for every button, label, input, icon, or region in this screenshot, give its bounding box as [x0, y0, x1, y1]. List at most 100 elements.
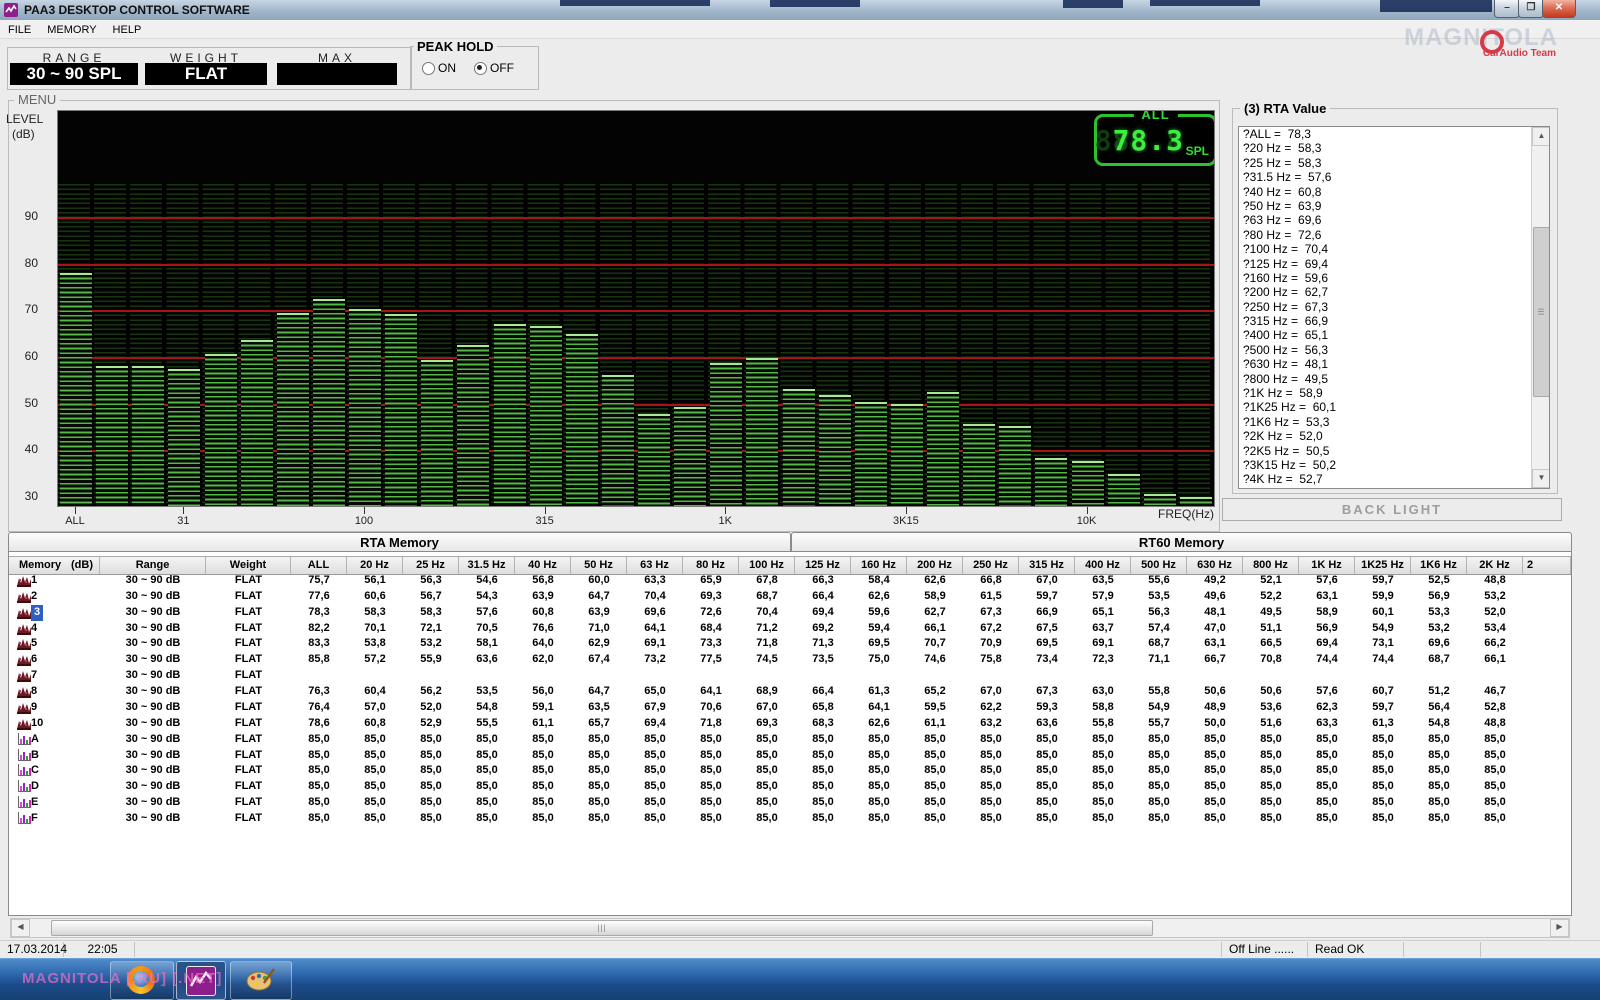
rta-value-item[interactable]: ?800 Hz = 49,5	[1243, 371, 1329, 386]
column-header-freq[interactable]: 1K Hz	[1299, 557, 1355, 574]
scrollbar-thumb[interactable]: ☰	[1533, 227, 1549, 397]
column-header-freq[interactable]: 20 Hz	[347, 557, 403, 574]
memory-row-id[interactable]: F	[31, 812, 38, 825]
memory-row-id[interactable]: 4	[31, 621, 38, 634]
rta-value-item[interactable]: ?200 Hz = 62,7	[1243, 285, 1329, 300]
memory-row-id[interactable]: 10	[31, 716, 44, 729]
column-header-clipped[interactable]: 2	[1523, 557, 1571, 574]
rta-value-item[interactable]: ?80 Hz = 72,6	[1243, 227, 1322, 242]
menu-item-memory[interactable]: MEMORY	[47, 24, 97, 36]
rt60-memory-header[interactable]: RT60 Memory	[791, 532, 1572, 553]
table-row[interactable]: 2 30 ~ 90 dB FLAT 77,6 60,6 56,7 54,3 63,9 64,7 7…	[9, 589, 1571, 605]
rta-value-item[interactable]: ?25 Hz = 58,3	[1243, 155, 1322, 170]
column-header-freq[interactable]: ALL	[291, 557, 347, 574]
column-header-freq[interactable]: 40 Hz	[515, 557, 571, 574]
rta-value-item[interactable]: ?1K Hz = 58,9	[1243, 386, 1323, 401]
rta-value-item[interactable]: ?250 Hz = 67,3	[1243, 299, 1329, 314]
memory-row-id[interactable]: 9	[31, 700, 38, 713]
rta-value-item[interactable]: ?125 Hz = 69,4	[1243, 256, 1329, 271]
paa3-taskbar-button[interactable]	[176, 961, 226, 1000]
rta-value-item[interactable]: ?1K25 Hz = 60,1	[1243, 400, 1337, 415]
rta-value-item[interactable]: ?63 Hz = 69,6	[1243, 213, 1322, 228]
restore-button[interactable]: ❐	[1518, 0, 1544, 18]
memory-row-id[interactable]: 6	[31, 653, 38, 666]
table-row[interactable]: 6 30 ~ 90 dB FLAT 85,8 57,2 55,9 63,6 62,0 67,4 7…	[9, 652, 1571, 668]
column-header-freq[interactable]: 50 Hz	[571, 557, 627, 574]
weight-value[interactable]: FLAT	[145, 63, 267, 85]
table-row[interactable]: F 30 ~ 90 dB FLAT 85,0 85,0 85,0 85,0 85,0 85,0 8…	[9, 811, 1571, 827]
memory-row-id[interactable]: D	[31, 780, 39, 793]
memory-row-id[interactable]: B	[31, 748, 39, 761]
column-header-freq[interactable]: 400 Hz	[1075, 557, 1131, 574]
rta-value-item[interactable]: ?1K6 Hz = 53,3	[1243, 414, 1330, 429]
scroll-up-icon[interactable]: ▲	[1532, 127, 1549, 146]
rta-value-item[interactable]: ?20 Hz = 58,3	[1243, 141, 1322, 156]
column-header-freq[interactable]: 63 Hz	[627, 557, 683, 574]
rta-memory-header[interactable]: RTA Memory	[8, 532, 791, 553]
table-row[interactable]: 8 30 ~ 90 dB FLAT 76,3 60,4 56,2 53,5 56,0 64,7 6…	[9, 684, 1571, 700]
table-row[interactable]: 4 30 ~ 90 dB FLAT 82,2 70,1 72,1 70,5 76,6 71,0 6…	[9, 621, 1571, 637]
range-value[interactable]: 30 ~ 90 SPL	[10, 63, 138, 85]
rta-value-item[interactable]: ?630 Hz = 48,1	[1243, 357, 1329, 372]
table-row[interactable]: 9 30 ~ 90 dB FLAT 76,4 57,0 52,0 54,8 59,1 63,5 6…	[9, 700, 1571, 716]
memory-row-id[interactable]: 7	[31, 669, 38, 682]
back-light-button[interactable]: BACK LIGHT	[1222, 498, 1562, 521]
table-row[interactable]: 7 30 ~ 90 dB FLAT	[9, 668, 1571, 684]
column-header-freq[interactable]: 160 Hz	[851, 557, 907, 574]
rta-value-item[interactable]: ?3K15 Hz = 50,2	[1243, 457, 1337, 472]
max-value[interactable]	[277, 63, 397, 85]
scroll-right-icon[interactable]: ▶	[1550, 919, 1569, 937]
column-header-freq[interactable]: 800 Hz	[1243, 557, 1299, 574]
table-row[interactable]: C 30 ~ 90 dB FLAT 85,0 85,0 85,0 85,0 85,0 85,0 8…	[9, 763, 1571, 779]
column-header-freq[interactable]: 250 Hz	[963, 557, 1019, 574]
column-header-weight[interactable]: Weight	[206, 557, 291, 574]
peak-hold-on-label[interactable]: ON	[438, 61, 456, 75]
column-header-freq[interactable]: 100 Hz	[739, 557, 795, 574]
column-header-freq[interactable]: 1K25 Hz	[1355, 557, 1411, 574]
menu-item-file[interactable]: FILE	[8, 24, 32, 36]
memory-row-id[interactable]: 3	[31, 604, 44, 621]
rta-value-listbox[interactable]: ?ALL = 78,3 ?20 Hz = 58,3 ?25 Hz = 58,3 ?31…	[1238, 126, 1550, 489]
column-header-freq[interactable]: 125 Hz	[795, 557, 851, 574]
peak-hold-off-label[interactable]: OFF	[490, 61, 514, 75]
column-header-freq[interactable]: 1K6 Hz	[1411, 557, 1467, 574]
scroll-left-icon[interactable]: ◀	[11, 919, 30, 937]
memory-row-id[interactable]: E	[31, 796, 39, 809]
rta-value-item[interactable]: ?400 Hz = 65,1	[1243, 328, 1329, 343]
memory-row-id[interactable]: 5	[31, 637, 38, 650]
memory-row-id[interactable]: C	[31, 764, 39, 777]
column-header-freq[interactable]: 2K Hz	[1467, 557, 1523, 574]
firefox-taskbar-button[interactable]	[110, 961, 174, 1000]
paint-taskbar-button[interactable]	[230, 961, 292, 1000]
rta-value-item[interactable]: ?4K Hz = 52,7	[1243, 472, 1323, 487]
rta-value-item[interactable]: ?500 Hz = 56,3	[1243, 342, 1329, 357]
column-header-freq[interactable]: 630 Hz	[1187, 557, 1243, 574]
scrollbar-thumb[interactable]: |||	[51, 920, 1153, 936]
column-header-memory[interactable]: Memory (dB)	[15, 557, 100, 574]
rta-value-item[interactable]: ?40 Hz = 60,8	[1243, 184, 1322, 199]
table-row[interactable]: B 30 ~ 90 dB FLAT 85,0 85,0 85,0 85,0 85,0 85,0 8…	[9, 748, 1571, 764]
minimize-button[interactable]: –	[1494, 0, 1520, 18]
memory-row-id[interactable]: 2	[31, 589, 38, 602]
close-button[interactable]: ✕	[1542, 0, 1576, 18]
rta-value-item[interactable]: ?2K5 Hz = 50,5	[1243, 443, 1330, 458]
peak-hold-off-radio[interactable]	[474, 62, 487, 75]
column-header-freq[interactable]: 315 Hz	[1019, 557, 1075, 574]
table-row[interactable]: 5 30 ~ 90 dB FLAT 83,3 53,8 53,2 58,1 64,0 62,9 6…	[9, 636, 1571, 652]
memory-row-id[interactable]: A	[31, 732, 39, 745]
table-row[interactable]: D 30 ~ 90 dB FLAT 85,0 85,0 85,0 85,0 85,0 85,0 8…	[9, 779, 1571, 795]
memory-table[interactable]: Memory (dB) Range Weight ALL 20 Hz 25 Hz 31.5 H…	[8, 551, 1572, 916]
column-header-freq[interactable]: 200 Hz	[907, 557, 963, 574]
column-header-freq[interactable]: 500 Hz	[1131, 557, 1187, 574]
column-header-range[interactable]: Range	[100, 557, 206, 574]
rta-value-item[interactable]: ?31.5 Hz = 57,6	[1243, 170, 1332, 185]
column-header-freq[interactable]: 25 Hz	[403, 557, 459, 574]
rta-value-item[interactable]: ?100 Hz = 70,4	[1243, 242, 1329, 257]
rta-value-item[interactable]: ?315 Hz = 66,9	[1243, 314, 1329, 329]
column-header-freq[interactable]: 31.5 Hz	[459, 557, 515, 574]
table-row[interactable]: 1 30 ~ 90 dB FLAT 75,7 56,1 56,3 54,6 56,8 60,0 6…	[9, 573, 1571, 589]
memory-row-id[interactable]: 8	[31, 685, 38, 698]
rta-value-item[interactable]: ?ALL = 78,3	[1243, 127, 1311, 141]
memory-row-id[interactable]: 1	[31, 574, 38, 586]
menu-item-help[interactable]: HELP	[112, 24, 142, 36]
